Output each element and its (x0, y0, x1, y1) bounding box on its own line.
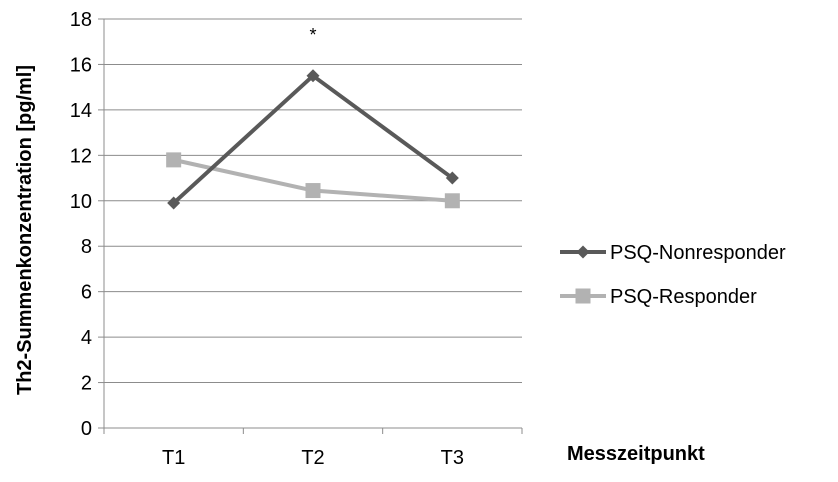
x-tick-label: T1 (162, 447, 185, 469)
legend-label: PSQ-Nonresponder (610, 242, 786, 264)
y-tick-label: 14 (70, 100, 92, 122)
y-tick-label: 18 (70, 9, 92, 31)
axes (98, 18, 523, 434)
y-axis-title: Th2-Summenkonzentration [pg/ml] (14, 65, 36, 395)
tick-labels: 0 2 4 6 8 10 12 14 16 18 T1 T2 T3 (70, 9, 464, 469)
data-point (444, 193, 460, 209)
legend: PSQ-Nonresponder PSQ-Responder (560, 242, 786, 308)
series-group (166, 69, 460, 210)
x-tick-label: T3 (441, 447, 464, 469)
legend-marker (576, 245, 590, 259)
y-tick-label: 10 (70, 191, 92, 213)
y-tick-label: 0 (81, 418, 92, 440)
y-tick-label: 12 (70, 145, 92, 167)
y-tick-label: 2 (81, 373, 92, 395)
y-tick-label: 8 (81, 236, 92, 258)
data-point (305, 183, 321, 199)
legend-marker (575, 288, 591, 304)
data-point (306, 69, 320, 83)
y-tick-label: 16 (70, 54, 92, 76)
annotations: * (309, 25, 316, 45)
legend-label: PSQ-Responder (610, 286, 757, 308)
y-tick-label: 6 (81, 282, 92, 304)
y-tick-label: 4 (81, 327, 92, 349)
x-axis-title: Messzeitpunkt (567, 443, 705, 465)
x-tick-label: T2 (301, 447, 324, 469)
data-point (445, 171, 459, 185)
data-point (167, 196, 181, 210)
data-point (166, 152, 182, 168)
significance-marker: * (309, 25, 316, 45)
